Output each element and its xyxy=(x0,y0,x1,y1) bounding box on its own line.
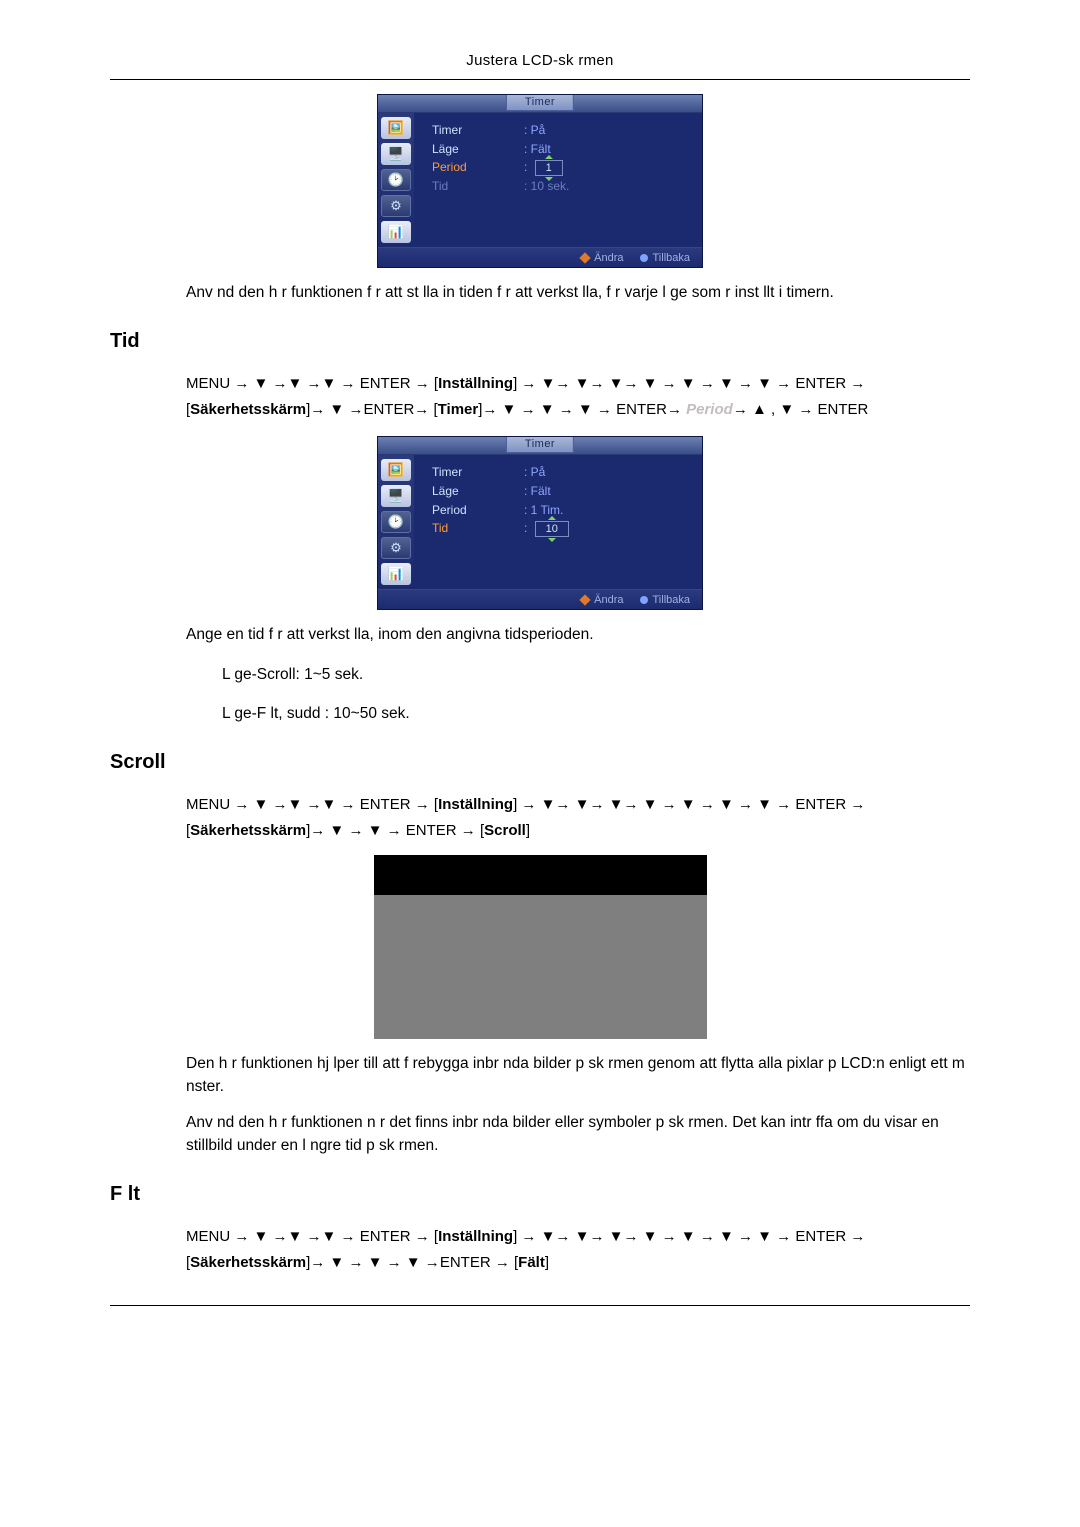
row-tid-value: : 10 xyxy=(524,519,569,538)
row-lage-label: Läge xyxy=(432,482,512,501)
row-period-value: : 1 Tim. xyxy=(524,501,563,520)
osd-sidebar: 🖼️ 🖥️ 🕑 ⚙ 📊 xyxy=(378,113,414,247)
paragraph: Anv nd den h r funktionen n r det finns … xyxy=(186,1112,970,1157)
section-scroll-title: Scroll xyxy=(110,751,970,774)
osd-content: Timer: På Läge: Fält Period: 1 Tid: 10 s… xyxy=(414,113,702,247)
paragraph: Ange en tid f r att verkst lla, inom den… xyxy=(186,624,970,646)
osd-timer-period: Timer 🖼️ 🖥️ 🕑 ⚙ 📊 Timer: På Läge: Fält P… xyxy=(377,94,703,268)
input-icon: 🖥️ xyxy=(381,143,411,165)
row-tid-label: Tid xyxy=(432,519,512,538)
chart-icon: 📊 xyxy=(381,221,411,243)
input-icon: 🖥️ xyxy=(381,485,411,507)
paragraph: Den h r funktionen hj lper till att f re… xyxy=(186,1053,970,1098)
nav-path-tid: MENU → ▼ →▼ →▼ → ENTER → [Inställning] →… xyxy=(186,371,970,422)
clock-icon: 🕑 xyxy=(381,511,411,533)
picture-icon: 🖼️ xyxy=(381,459,411,481)
footer-tillbaka[interactable]: Tillbaka xyxy=(640,594,691,606)
clock-icon: 🕑 xyxy=(381,169,411,191)
paragraph: Anv nd den h r funktionen f r att st lla… xyxy=(186,282,970,304)
osd-title: Timer xyxy=(506,437,574,453)
period-stepper[interactable]: 1 xyxy=(535,160,563,176)
picture-icon: 🖼️ xyxy=(381,117,411,139)
row-timer-value: : På xyxy=(524,463,545,482)
row-timer-label: Timer xyxy=(432,463,512,482)
osd-titlebar: Timer xyxy=(378,95,702,113)
scroll-demo-image xyxy=(374,855,707,1039)
circle-icon xyxy=(640,254,648,262)
section-tid-title: Tid xyxy=(110,330,970,353)
footer-andra[interactable]: Ändra xyxy=(581,252,623,264)
row-timer-value: : På xyxy=(524,121,545,140)
section-falt-title: F lt xyxy=(110,1183,970,1206)
nav-path-falt: MENU → ▼ →▼ →▼ → ENTER → [Inställning] →… xyxy=(186,1224,970,1275)
footer-andra[interactable]: Ändra xyxy=(581,594,623,606)
diamond-icon xyxy=(579,252,590,263)
row-lage-label: Läge xyxy=(432,140,512,159)
row-lage-value: : Fält xyxy=(524,482,551,501)
row-period-label: Period xyxy=(432,158,512,177)
osd-footer: Ändra Tillbaka xyxy=(378,247,702,267)
row-tid-label: Tid xyxy=(432,177,512,196)
row-timer-label: Timer xyxy=(432,121,512,140)
footer-tillbaka[interactable]: Tillbaka xyxy=(640,252,691,264)
osd-title: Timer xyxy=(506,95,574,111)
gear-icon: ⚙ xyxy=(381,537,411,559)
rule-top xyxy=(110,79,970,80)
scroll-demo-bar xyxy=(374,855,707,895)
gear-icon: ⚙ xyxy=(381,195,411,217)
row-period-label: Period xyxy=(432,501,512,520)
list-item: L ge-Scroll: 1~5 sek. xyxy=(222,663,970,686)
rule-bottom xyxy=(110,1305,970,1306)
page-header: Justera LCD-sk rmen xyxy=(110,40,970,79)
list-item: L ge-F lt, sudd : 10~50 sek. xyxy=(222,702,970,725)
tid-stepper[interactable]: 10 xyxy=(535,521,569,537)
chart-icon: 📊 xyxy=(381,563,411,585)
osd-timer-tid: Timer 🖼️ 🖥️ 🕑 ⚙ 📊 Timer : På Läge : Fält P… xyxy=(377,436,703,610)
row-period-value: : 1 xyxy=(524,158,563,177)
nav-path-scroll: MENU → ▼ →▼ →▼ → ENTER → [Inställning] →… xyxy=(186,792,970,843)
